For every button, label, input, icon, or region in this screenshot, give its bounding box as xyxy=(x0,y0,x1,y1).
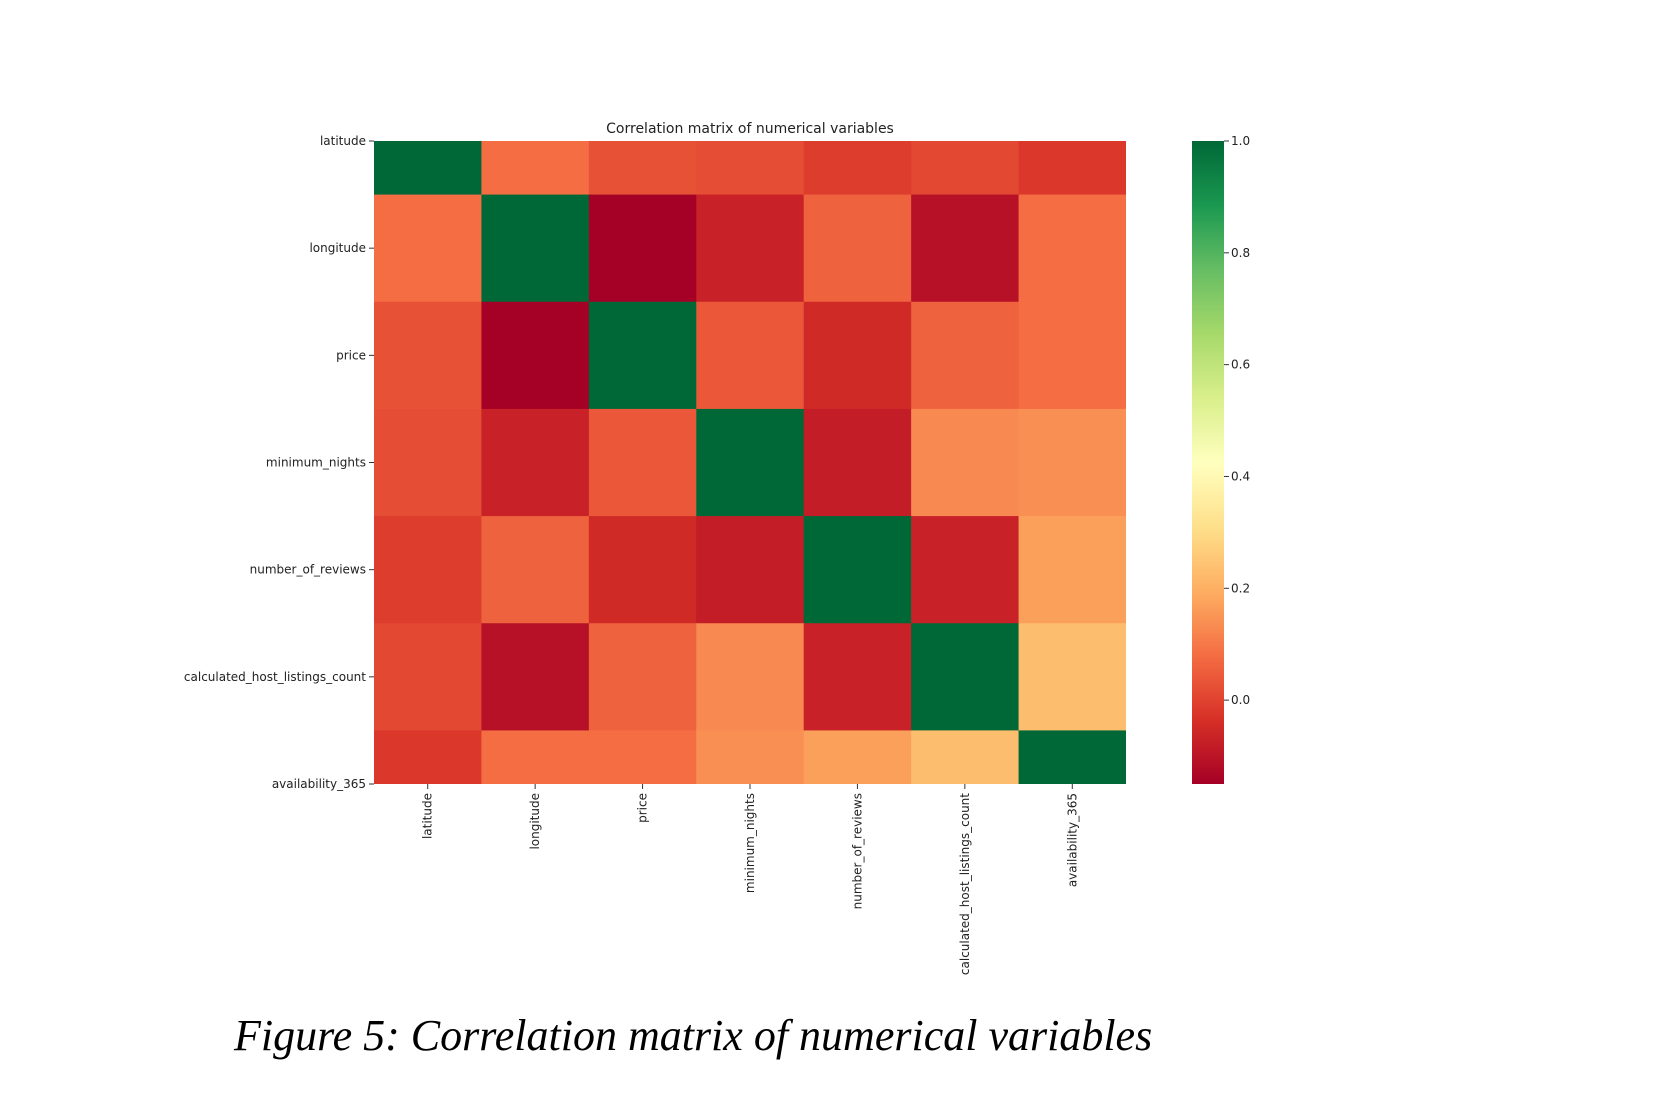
heatmap-cells xyxy=(374,141,1126,784)
y-tick-label: calculated_host_listings_count xyxy=(184,670,366,684)
heatmap-cell xyxy=(374,408,482,517)
y-tick-label: longitude xyxy=(309,241,366,255)
x-tick-label: longitude xyxy=(528,793,542,850)
heatmap-cell xyxy=(803,730,912,784)
heatmap-cell xyxy=(588,194,697,303)
heatmap-cell xyxy=(374,301,482,410)
heatmap-cell xyxy=(911,194,1020,303)
heatmap-cell xyxy=(588,516,697,624)
heatmap-cell xyxy=(803,408,912,517)
heatmap-cell xyxy=(911,141,1020,196)
heatmap-cell xyxy=(1018,730,1126,784)
heatmap-cell xyxy=(1018,141,1126,196)
heatmap-cell xyxy=(696,623,805,731)
colorbar-tick-label: 0.2 xyxy=(1231,581,1250,595)
y-tick-label: minimum_nights xyxy=(266,456,366,470)
heatmap-cell xyxy=(696,301,805,410)
heatmap-cell xyxy=(696,408,805,517)
colorbar-ticks: 0.0 0.2 0.4 0.6 0.8 1.0 xyxy=(1224,134,1250,707)
heatmap-cell xyxy=(911,301,1020,410)
heatmap-cell xyxy=(696,194,805,303)
heatmap-cell xyxy=(1018,301,1126,410)
heatmap-cell xyxy=(481,301,590,410)
chart-title: Correlation matrix of numerical variable… xyxy=(606,121,894,137)
colorbar-tick-label: 0.4 xyxy=(1231,469,1250,483)
heatmap-cell xyxy=(803,194,912,303)
heatmap-cell xyxy=(481,623,590,731)
heatmap-cell xyxy=(374,623,482,731)
heatmap-cell xyxy=(696,730,805,784)
y-tick-label: price xyxy=(336,348,366,362)
y-tick-label: latitude xyxy=(320,134,366,148)
heatmap-cell xyxy=(696,141,805,196)
heatmap-cell xyxy=(911,623,1020,731)
heatmap-cell xyxy=(803,141,912,196)
heatmap-cell xyxy=(588,730,697,784)
heatmap-cell xyxy=(696,516,805,624)
heatmap-cell xyxy=(481,516,590,624)
x-tick-label: latitude xyxy=(421,793,435,839)
heatmap-cell xyxy=(481,408,590,517)
heatmap-cell xyxy=(481,141,590,196)
heatmap-cell xyxy=(1018,516,1126,624)
x-tick-label: calculated_host_listings_count xyxy=(958,793,972,975)
heatmap-cell xyxy=(803,516,912,624)
colorbar-tick-label: 1.0 xyxy=(1231,134,1250,148)
x-tick-label: minimum_nights xyxy=(743,793,757,893)
figure-caption: Figure 5: Correlation matrix of numerica… xyxy=(233,1011,1152,1060)
y-tick-label: availability_365 xyxy=(272,777,366,791)
heatmap-cell xyxy=(911,730,1020,784)
heatmap-cell xyxy=(481,730,590,784)
heatmap-cell xyxy=(588,623,697,731)
colorbar-tick-label: 0.0 xyxy=(1231,693,1250,707)
colorbar-tick-label: 0.8 xyxy=(1231,246,1250,260)
heatmap-cell xyxy=(374,194,482,303)
heatmap-cell xyxy=(1018,194,1126,303)
heatmap-cell xyxy=(803,301,912,410)
heatmap-cell xyxy=(803,623,912,731)
heatmap-cell xyxy=(374,516,482,624)
heatmap-cell xyxy=(1018,623,1126,731)
heatmap-cell xyxy=(588,301,697,410)
heatmap-cell xyxy=(588,408,697,517)
heatmap-cell xyxy=(911,516,1020,624)
colorbar-tick-label: 0.6 xyxy=(1231,358,1250,372)
heatmap-cell xyxy=(588,141,697,196)
heatmap-cell xyxy=(1018,408,1126,517)
x-axis-labels: latitude longitude price minimum_nights numb… xyxy=(421,784,1079,975)
y-tick-label: number_of_reviews xyxy=(250,563,366,577)
x-tick-label: price xyxy=(636,793,650,823)
heatmap-cell xyxy=(374,141,482,196)
y-axis-labels: latitude longitude price minimum_nightsnumb… xyxy=(184,134,374,791)
heatmap-cell xyxy=(374,730,482,784)
heatmap-cell xyxy=(911,408,1020,517)
x-tick-label: number_of_reviews xyxy=(850,793,864,909)
heatmap-cell xyxy=(481,194,590,303)
colorbar xyxy=(1192,141,1224,784)
x-tick-label: availability_365 xyxy=(1065,793,1079,887)
